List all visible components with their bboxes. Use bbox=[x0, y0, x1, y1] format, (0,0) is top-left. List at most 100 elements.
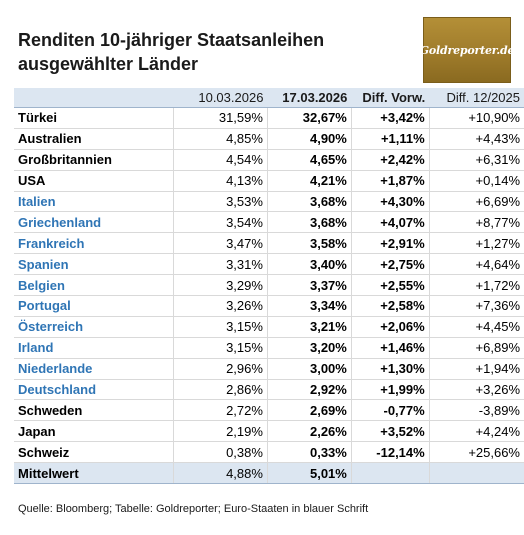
diff-week-cell: +1,30% bbox=[350, 358, 430, 380]
yield-date-1-cell: 0,38% bbox=[173, 441, 268, 464]
yield-date-1-cell: 3,15% bbox=[173, 337, 268, 359]
diff-week-cell: +1,99% bbox=[350, 379, 430, 401]
yield-date-2-cell: 3,20% bbox=[266, 337, 352, 359]
diff-year-cell: +6,69% bbox=[428, 191, 524, 213]
table-row: Irland 3,15% 3,20% +1,46% +6,89% bbox=[14, 337, 524, 359]
diff-week-cell: +3,52% bbox=[350, 420, 430, 443]
header-row: 10.03.2026 17.03.2026 Diff. Vorw. Diff. … bbox=[14, 88, 524, 108]
average-date-2: 5,01% bbox=[266, 462, 352, 485]
diff-week-cell: +4,30% bbox=[350, 191, 430, 213]
table-row: Belgien 3,29% 3,37% +2,55% +1,72% bbox=[14, 274, 524, 297]
average-date-1: 4,88% bbox=[173, 462, 268, 485]
table-row: Schweden 2,72% 2,69% -0,77% -3,89% bbox=[14, 399, 524, 422]
country-cell: Japan bbox=[14, 420, 174, 443]
country-cell: Schweiz bbox=[14, 441, 174, 464]
diff-year-cell: +1,72% bbox=[428, 274, 524, 297]
average-label: Mittelwert bbox=[14, 462, 174, 485]
diff-year-cell: -3,89% bbox=[428, 399, 524, 422]
yield-date-1-cell: 2,19% bbox=[173, 420, 268, 443]
diff-year-cell: +4,64% bbox=[428, 253, 524, 276]
yield-date-2-cell: 3,58% bbox=[266, 232, 352, 255]
diff-year-cell: +3,26% bbox=[428, 379, 524, 401]
yield-date-2-cell: 4,21% bbox=[266, 170, 352, 192]
yield-date-2-cell: 2,26% bbox=[266, 420, 352, 443]
yield-date-2-cell: 32,67% bbox=[266, 107, 352, 129]
table-row: Großbritannien 4,54% 4,65% +2,42% +6,31% bbox=[14, 149, 524, 171]
diff-year-cell: +6,89% bbox=[428, 337, 524, 359]
average-row: Mittelwert 4,88% 5,01% bbox=[14, 462, 524, 485]
table-row: Japan 2,19% 2,26% +3,52% +4,24% bbox=[14, 420, 524, 443]
yield-date-2-cell: 4,65% bbox=[266, 149, 352, 171]
country-cell: Italien bbox=[14, 191, 174, 213]
yield-date-2-cell: 2,69% bbox=[266, 399, 352, 422]
diff-week-cell: +2,55% bbox=[350, 274, 430, 297]
table-row: Niederlande 2,96% 3,00% +1,30% +1,94% bbox=[14, 358, 524, 380]
diff-year-cell: +10,90% bbox=[428, 107, 524, 129]
yield-date-2-cell: 0,33% bbox=[266, 441, 352, 464]
country-cell: Irland bbox=[14, 337, 174, 359]
yield-date-1-cell: 4,13% bbox=[173, 170, 268, 192]
diff-week-cell: -12,14% bbox=[350, 441, 430, 464]
yield-date-2-cell: 3,40% bbox=[266, 253, 352, 276]
yield-date-1-cell: 2,72% bbox=[173, 399, 268, 422]
country-cell: Schweden bbox=[14, 399, 174, 422]
yield-date-2-cell: 2,92% bbox=[266, 379, 352, 401]
country-cell: Frankreich bbox=[14, 232, 174, 255]
table-row: Griechenland 3,54% 3,68% +4,07% +8,77% bbox=[14, 211, 524, 234]
diff-year-cell: +25,66% bbox=[428, 441, 524, 464]
diff-week-cell: +1,87% bbox=[350, 170, 430, 192]
yield-date-1-cell: 3,26% bbox=[173, 295, 268, 317]
yield-date-1-cell: 4,54% bbox=[173, 149, 268, 171]
country-cell: Österreich bbox=[14, 316, 174, 338]
table-row: Frankreich 3,47% 3,58% +2,91% +1,27% bbox=[14, 232, 524, 255]
diff-week-cell: +2,42% bbox=[350, 149, 430, 171]
diff-week-cell: +3,42% bbox=[350, 107, 430, 129]
table-title: Renditen 10-jähriger Staatsanleihen ausg… bbox=[18, 28, 324, 76]
country-cell: Spanien bbox=[14, 253, 174, 276]
average-diff-year bbox=[428, 462, 524, 485]
country-cell: Großbritannien bbox=[14, 149, 174, 171]
table-row: Portugal 3,26% 3,34% +2,58% +7,36% bbox=[14, 295, 524, 317]
country-cell: Deutschland bbox=[14, 379, 174, 401]
yield-date-1-cell: 2,86% bbox=[173, 379, 268, 401]
logo-text: Goldreporter.de bbox=[419, 43, 515, 57]
table-row: Deutschland 2,86% 2,92% +1,99% +3,26% bbox=[14, 379, 524, 401]
diff-week-cell: -0,77% bbox=[350, 399, 430, 422]
table-row: USA 4,13% 4,21% +1,87% +0,14% bbox=[14, 170, 524, 192]
diff-year-cell: +4,24% bbox=[428, 420, 524, 443]
header-diff-week: Diff. Vorw. bbox=[351, 88, 430, 108]
table-row: Österreich 3,15% 3,21% +2,06% +4,45% bbox=[14, 316, 524, 338]
table-body: Türkei 31,59% 32,67% +3,42% +10,90% Australie… bbox=[14, 107, 524, 485]
table-row: Türkei 31,59% 32,67% +3,42% +10,90% bbox=[14, 107, 524, 129]
country-cell: USA bbox=[14, 170, 174, 192]
diff-week-cell: +2,06% bbox=[350, 316, 430, 338]
country-cell: Niederlande bbox=[14, 358, 174, 380]
country-cell: Belgien bbox=[14, 274, 174, 297]
yield-date-1-cell: 3,15% bbox=[173, 316, 268, 338]
header-date-2: 17.03.2026 bbox=[267, 88, 352, 108]
diff-week-cell: +4,07% bbox=[350, 211, 430, 234]
title-line-1: Renditen 10-jähriger Staatsanleihen bbox=[18, 30, 325, 50]
yield-date-2-cell: 3,21% bbox=[266, 316, 352, 338]
table-row: Italien 3,53% 3,68% +4,30% +6,69% bbox=[14, 191, 524, 213]
table-row: Schweiz 0,38% 0,33% -12,14% +25,66% bbox=[14, 441, 524, 464]
yield-date-1-cell: 31,59% bbox=[173, 107, 268, 129]
yield-date-2-cell: 3,68% bbox=[266, 211, 352, 234]
country-cell: Griechenland bbox=[14, 211, 174, 234]
diff-year-cell: +0,14% bbox=[428, 170, 524, 192]
average-diff-week bbox=[350, 462, 430, 485]
table-row: Spanien 3,31% 3,40% +2,75% +4,64% bbox=[14, 253, 524, 276]
country-cell: Portugal bbox=[14, 295, 174, 317]
yield-date-2-cell: 3,00% bbox=[266, 358, 352, 380]
yield-table: 10.03.2026 17.03.2026 Diff. Vorw. Diff. … bbox=[14, 88, 524, 485]
yield-date-1-cell: 3,29% bbox=[173, 274, 268, 297]
header-date-1: 10.03.2026 bbox=[173, 88, 268, 108]
yield-date-1-cell: 4,85% bbox=[173, 128, 268, 150]
yield-date-2-cell: 3,34% bbox=[266, 295, 352, 317]
yield-date-1-cell: 3,54% bbox=[173, 211, 268, 234]
diff-week-cell: +1,46% bbox=[350, 337, 430, 359]
diff-year-cell: +1,94% bbox=[428, 358, 524, 380]
diff-year-cell: +8,77% bbox=[428, 211, 524, 234]
diff-week-cell: +1,11% bbox=[350, 128, 430, 150]
diff-year-cell: +6,31% bbox=[428, 149, 524, 171]
